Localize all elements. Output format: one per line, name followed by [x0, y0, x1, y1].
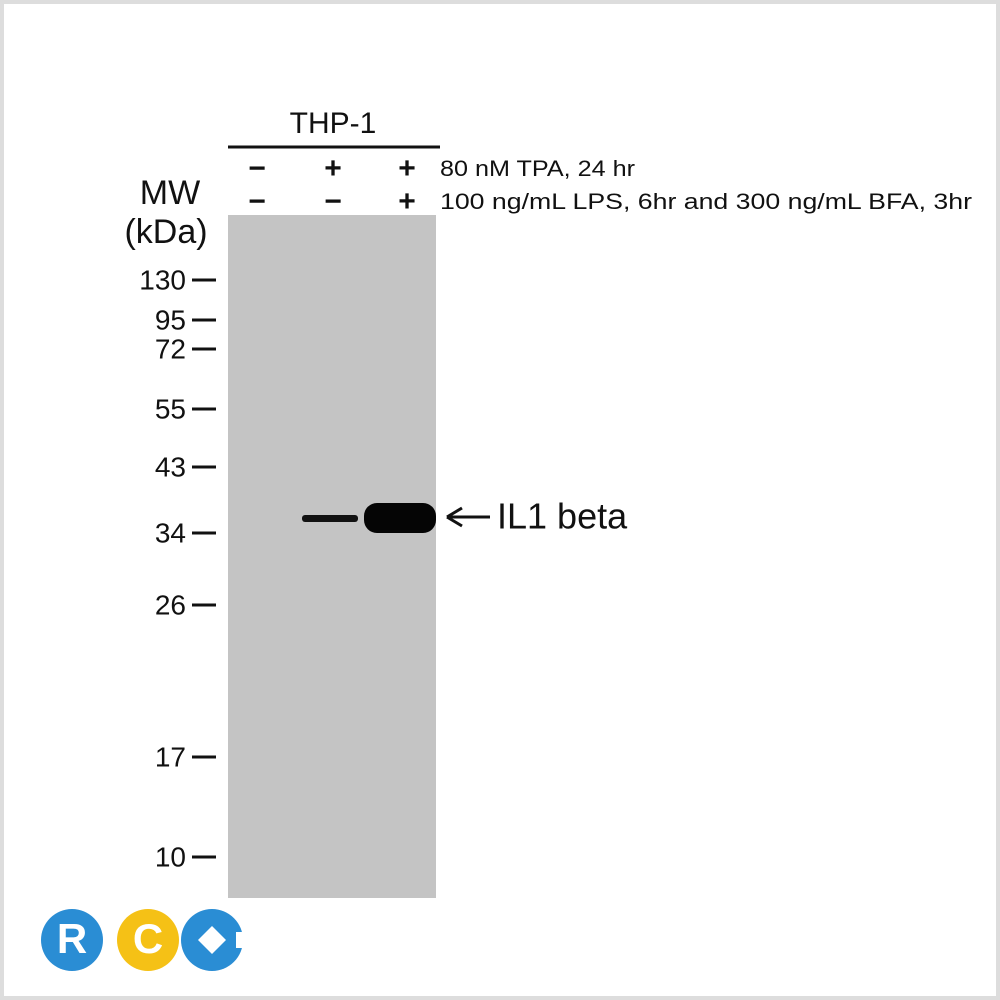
logo-letter: R	[57, 915, 87, 962]
band-label: IL1 beta	[497, 496, 628, 537]
mw-marker-label: 34	[155, 517, 186, 548]
mw-title: MW	[140, 174, 200, 212]
mw-marker-label: 10	[155, 841, 186, 872]
mw-marker-label: 95	[155, 304, 186, 335]
logo-shape	[236, 932, 244, 948]
lane-sign: −	[324, 185, 342, 218]
mw-marker-label: 17	[155, 741, 186, 772]
mw-marker-label: 43	[155, 451, 186, 482]
arrow-head	[446, 506, 463, 528]
lane-sign: +	[398, 185, 416, 218]
lane-sign: +	[398, 152, 416, 185]
cell-line: THP-1	[290, 107, 377, 140]
mw-marker-label: 26	[155, 589, 186, 620]
logo-circle	[117, 909, 179, 971]
mw-marker-label: 130	[139, 264, 186, 295]
mw-unit: (kDa)	[124, 213, 207, 251]
band	[364, 503, 436, 533]
logo: R C	[41, 909, 244, 971]
lane-sign: +	[324, 152, 342, 185]
mw-marker-label: 55	[155, 393, 186, 424]
logo-letter: C	[133, 915, 163, 962]
lane-sign: −	[248, 152, 266, 185]
logo-shape	[198, 926, 226, 954]
mw-marker-label: 72	[155, 333, 186, 364]
treatment-label: 100 ng/mL LPS, 6hr and 300 ng/mL BFA, 3h…	[440, 189, 972, 214]
logo-circle	[41, 909, 103, 971]
blot	[228, 215, 436, 898]
lane-sign: −	[248, 185, 266, 218]
band	[302, 515, 358, 522]
treatment-label: 80 nM TPA, 24 hr	[440, 156, 635, 181]
